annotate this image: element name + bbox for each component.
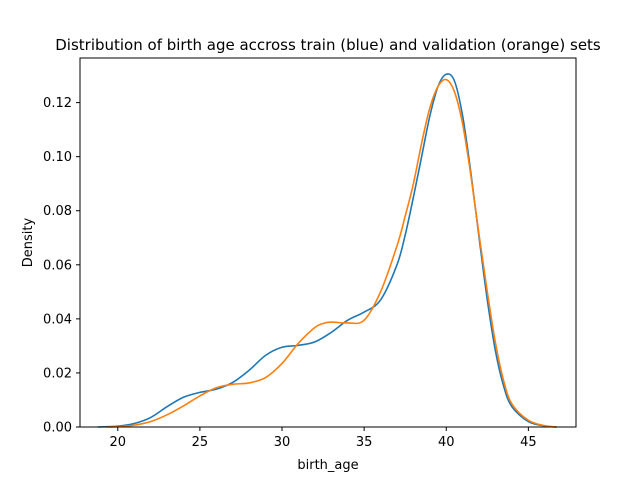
x-tick-label: 25 — [192, 435, 209, 450]
x-tick-label: 30 — [274, 435, 291, 450]
y-tick-label: 0.06 — [43, 258, 72, 273]
y-tick-label: 0.00 — [43, 421, 72, 436]
x-tick-label: 35 — [356, 435, 373, 450]
x-axis: 20 25 30 35 40 45 — [110, 427, 537, 450]
y-axis-label: Density — [21, 217, 36, 267]
chart-title: Distribution of birth age accross train … — [55, 36, 601, 54]
x-tick-label: 45 — [520, 435, 537, 450]
y-tick-label: 0.04 — [43, 312, 72, 327]
y-tick-label: 0.10 — [43, 150, 72, 165]
y-tick-label: 0.12 — [43, 96, 72, 111]
train-density-line — [97, 73, 558, 428]
x-axis-label: birth_age — [297, 458, 358, 473]
y-tick-label: 0.02 — [43, 366, 72, 381]
validation-density-line — [105, 78, 558, 428]
y-tick-label: 0.08 — [43, 204, 72, 219]
series-layer — [97, 73, 558, 428]
x-tick-label: 20 — [110, 435, 127, 450]
x-tick-label: 40 — [438, 435, 455, 450]
plot-frame — [79, 57, 577, 428]
y-axis: 0.00 0.02 0.04 0.06 0.08 0.10 0.12 — [43, 96, 80, 436]
